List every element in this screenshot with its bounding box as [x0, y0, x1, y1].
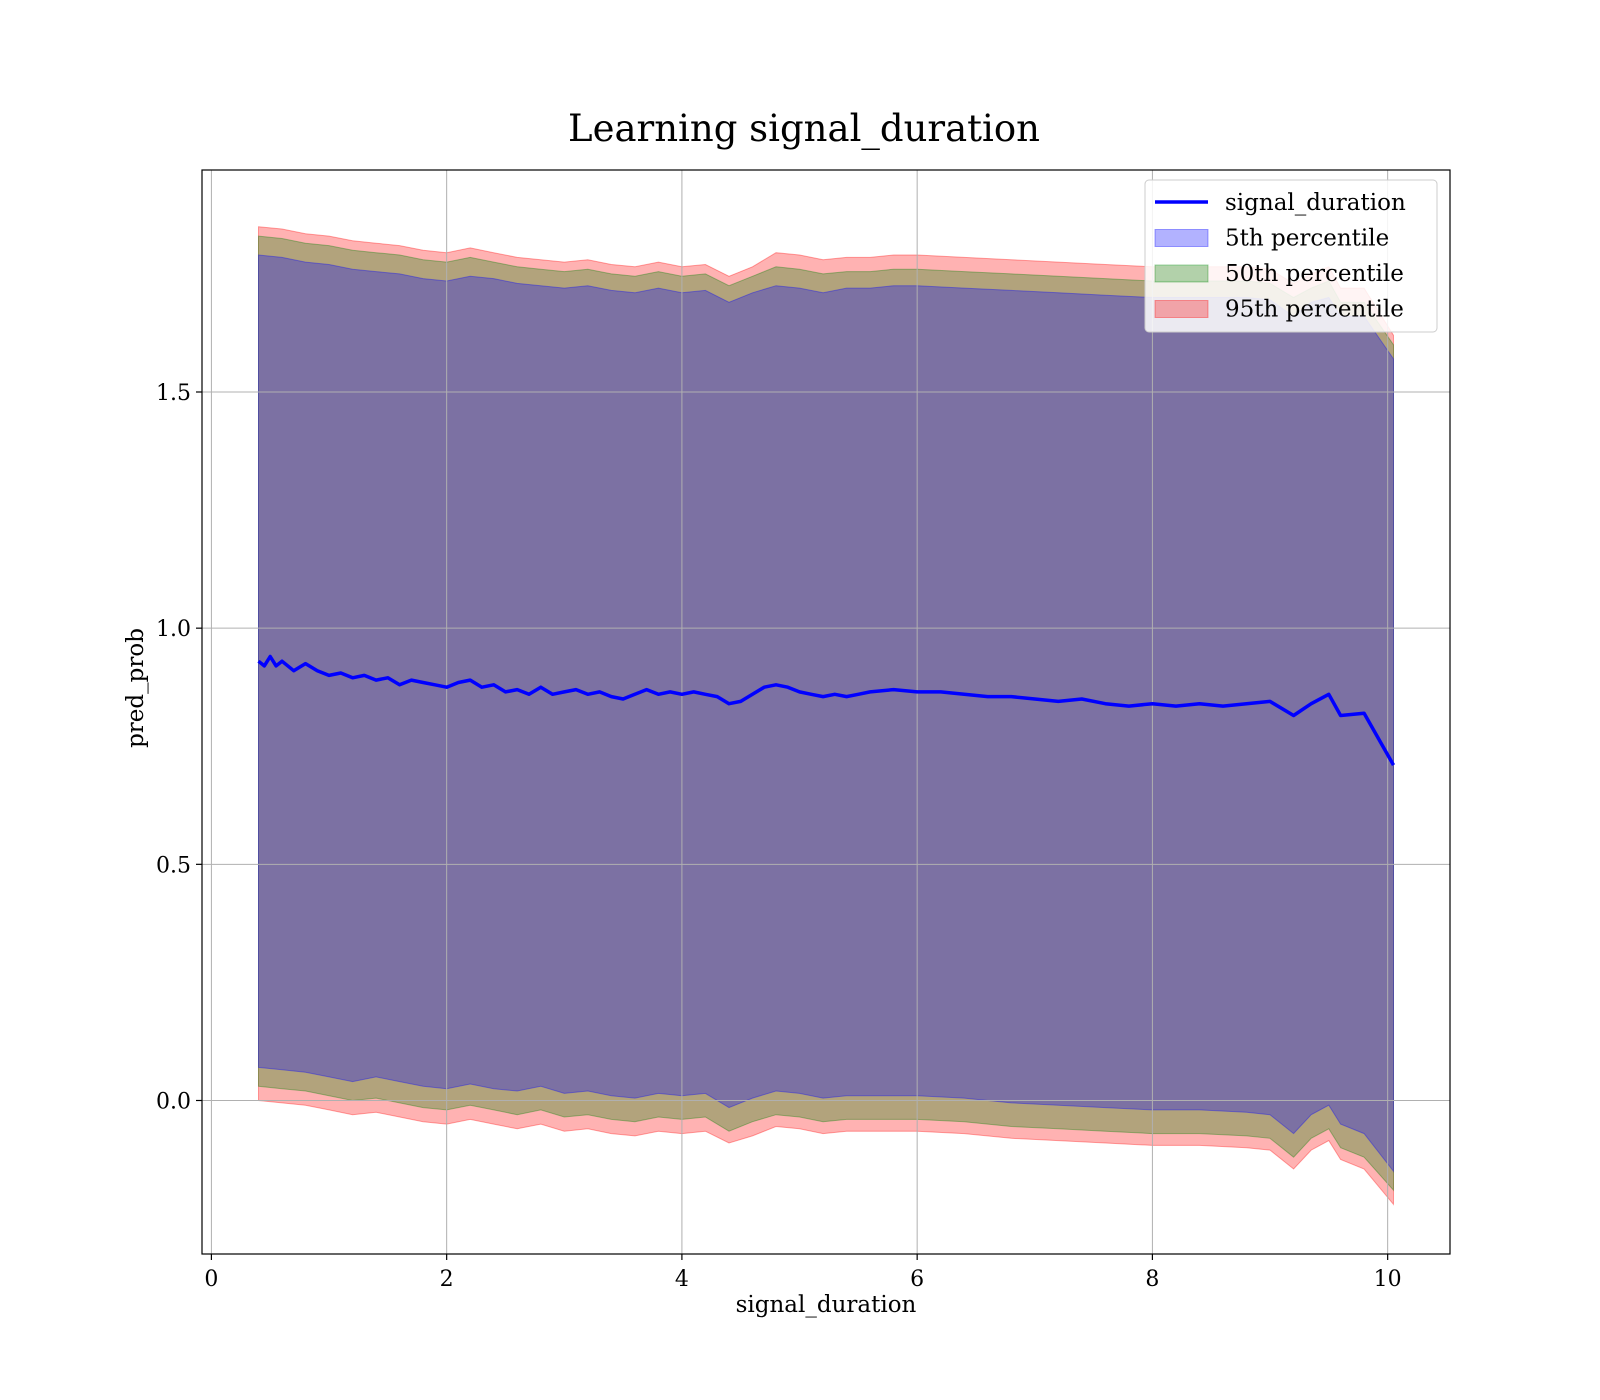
x-axis-label: signal_duration — [736, 1292, 917, 1318]
x-axis-ticks: 0 2 4 6 8 10 — [204, 1254, 1402, 1292]
grid — [202, 170, 1450, 1254]
x-tick-label: 10 — [1374, 1267, 1402, 1292]
legend-label: 5th percentile — [1225, 226, 1389, 252]
legend-label: signal_duration — [1225, 190, 1406, 216]
band-95th-percentile — [258, 226, 1394, 1206]
x-tick-label: 4 — [675, 1267, 689, 1292]
series-line-signal-duration — [257, 654, 1396, 766]
y-tick-label: 1.5 — [156, 381, 191, 406]
plot-frame — [201, 169, 1451, 1255]
legend-patch-marker — [1154, 300, 1209, 318]
x-tick-label: 8 — [1145, 1267, 1159, 1292]
legend-patch-marker — [1154, 264, 1209, 283]
x-tick-label: 0 — [204, 1267, 218, 1292]
percentile-bands — [258, 226, 1394, 1206]
y-axis-ticks: 0.0 0.5 1.0 1.5 — [156, 381, 202, 1114]
y-tick-label: 1.0 — [156, 617, 191, 642]
y-tick-label: 0.0 — [156, 1089, 191, 1114]
band-5th-percentile — [258, 254, 1394, 1173]
band-50th-percentile — [258, 235, 1394, 1192]
x-tick-label: 6 — [910, 1267, 924, 1292]
legend-label: 95th percentile — [1225, 297, 1404, 323]
legend-box — [1144, 179, 1438, 333]
legend-patch-marker — [1154, 229, 1209, 247]
legend: signal_duration 5th percentile 50th percen… — [1144, 179, 1438, 333]
band-group — [258, 226, 1394, 1206]
y-tick-label: 0.5 — [156, 853, 191, 878]
legend-label: 50th percentile — [1225, 261, 1404, 287]
x-tick-label: 2 — [440, 1267, 454, 1292]
mean-line — [257, 654, 1396, 766]
y-axis-label: pred_prob — [123, 628, 149, 748]
chart-title: Learning signal_duration — [568, 107, 1040, 151]
